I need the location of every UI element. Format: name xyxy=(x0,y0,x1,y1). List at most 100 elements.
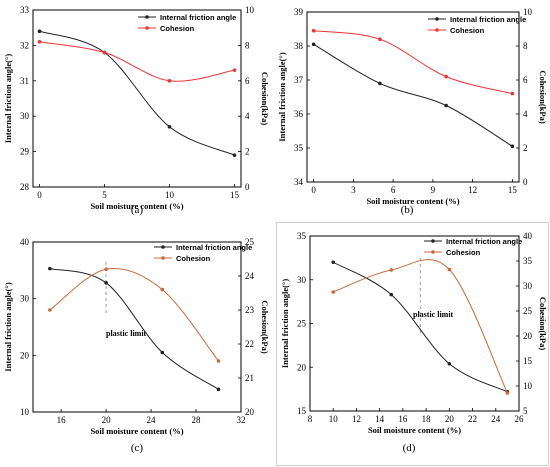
x-axis-label: Soil moisture content (%) xyxy=(90,426,183,436)
friction-data-point xyxy=(216,387,221,392)
x-tick-label: 3 xyxy=(351,185,356,195)
cohesion-data-point xyxy=(311,28,316,33)
cohesion-data-point xyxy=(389,268,394,272)
x-tick-label: 12 xyxy=(352,414,361,424)
cohesion-series-line xyxy=(333,259,508,394)
x-tick-label: 22 xyxy=(468,414,477,424)
y-left-tick-label: 36 xyxy=(294,109,304,119)
legend-cohesion-label: Cohesion xyxy=(450,26,485,35)
x-tick-label: 9 xyxy=(431,185,436,195)
plot-frame xyxy=(306,11,520,183)
cohesion-series-line xyxy=(49,267,219,362)
legend-friction-label: Internal friction angle xyxy=(450,15,526,24)
y-right-tick-label: 10 xyxy=(245,5,255,15)
panel-caption: (b) xyxy=(401,204,414,216)
x-tick-label: 15 xyxy=(508,185,518,195)
y-right-tick-label: 5 xyxy=(523,406,528,416)
y-right-axis-label: Cohesion(kPa) xyxy=(538,70,548,124)
friction-data-point xyxy=(160,350,165,355)
x-tick-label: 10 xyxy=(329,414,339,424)
cohesion-data-point xyxy=(505,391,510,395)
x-tick-label: 12 xyxy=(468,185,477,195)
chart-panel-c: 16 20 24 28 32 10 20 30 40 20 21 22 23 24 25 Soil moist… xyxy=(3,237,270,454)
y-left-axis-label: Internal friction angle(°) xyxy=(3,282,13,371)
y-right-tick-label: 8 xyxy=(245,40,250,50)
x-tick-label: 18 xyxy=(422,414,432,424)
y-left-tick-label: 28 xyxy=(20,182,30,192)
legend-cohesion-marker xyxy=(161,256,165,260)
plot-frame xyxy=(32,9,242,188)
friction-data-point xyxy=(378,81,382,86)
y-right-tick-label: 4 xyxy=(523,109,528,119)
legend: Internal friction angle Cohesion xyxy=(428,15,526,35)
legend-friction-marker xyxy=(435,17,439,21)
friction-data-point xyxy=(510,144,515,149)
chart-panel-d: 8 10 12 14 16 18 20 22 24 26 15 20 25 30 35 5 10 15 20 25 30… xyxy=(280,231,548,454)
friction-data-point xyxy=(389,292,394,297)
cohesion-data-point xyxy=(378,37,382,41)
friction-data-point xyxy=(167,125,172,129)
y-right-tick-label: 6 xyxy=(245,76,250,86)
y-right-tick-label: 30 xyxy=(523,281,533,291)
legend-friction-marker xyxy=(145,15,149,19)
y-right-tick-label: 4 xyxy=(245,111,250,121)
x-tick-label: 28 xyxy=(192,415,202,425)
y-right-tick-label: 23 xyxy=(245,305,255,315)
cohesion-data-point xyxy=(216,359,221,363)
x-axis-label: Soil moisture content (%) xyxy=(90,201,183,211)
y-left-tick-label: 20 xyxy=(20,350,30,360)
x-tick-label: 14 xyxy=(375,414,385,424)
x-tick-label: 8 xyxy=(308,414,313,424)
panel-caption: (d) xyxy=(403,442,416,454)
y-left-tick-label: 20 xyxy=(297,362,307,372)
plot-frame xyxy=(32,241,242,413)
x-tick-label: 20 xyxy=(445,414,455,424)
legend-friction-label: Internal friction angle xyxy=(176,243,252,252)
cohesion-data-point xyxy=(37,40,42,44)
y-right-tick-label: 21 xyxy=(245,373,254,383)
y-left-tick-label: 15 xyxy=(297,406,307,416)
x-tick-label: 24 xyxy=(491,414,501,424)
y-left-tick-label: 37 xyxy=(294,75,304,85)
legend-friction-marker xyxy=(431,239,435,243)
x-tick-label: 24 xyxy=(147,415,157,425)
x-tick-label: 20 xyxy=(102,415,112,425)
x-tick-label: 15 xyxy=(230,190,240,200)
cohesion-data-point xyxy=(48,308,52,312)
y-left-tick-label: 34 xyxy=(294,177,304,187)
y-right-tick-label: 2 xyxy=(523,143,528,153)
y-right-tick-label: 40 xyxy=(523,231,533,241)
legend: Internal friction angle Cohesion xyxy=(138,13,236,33)
y-right-axis-label: Cohesion(kPa) xyxy=(260,72,270,126)
y-left-axis-label: Internal friction angle(°) xyxy=(277,52,287,141)
y-left-axis-label: Internal friction angle(°) xyxy=(3,54,13,143)
legend: Internal friction angle Cohesion xyxy=(424,237,522,257)
friction-data-point xyxy=(37,29,42,34)
legend: Internal friction angle Cohesion xyxy=(154,243,252,263)
legend-cohesion-label: Cohesion xyxy=(446,248,481,257)
legend-friction-marker xyxy=(161,245,165,249)
y-right-tick-label: 6 xyxy=(523,75,528,85)
y-right-axis-label: Cohesion(kPa) xyxy=(260,300,270,354)
y-left-tick-label: 35 xyxy=(297,231,307,241)
y-left-tick-label: 25 xyxy=(297,319,307,329)
x-tick-label: 16 xyxy=(57,415,67,425)
y-left-axis-label: Internal friction angle(°) xyxy=(280,279,290,368)
y-left-tick-label: 10 xyxy=(20,407,30,417)
legend-friction-label: Internal friction angle xyxy=(160,13,236,22)
panel-caption: (a) xyxy=(131,204,144,216)
cohesion-data-point xyxy=(447,267,452,272)
friction-series-line xyxy=(313,43,513,147)
plastic-limit-label: plastic limit xyxy=(106,329,147,338)
y-right-tick-label: 15 xyxy=(523,356,533,366)
y-right-tick-label: 25 xyxy=(245,237,255,247)
y-left-tick-label: 40 xyxy=(20,237,30,247)
y-left-tick-label: 30 xyxy=(297,275,307,285)
x-tick-label: 6 xyxy=(391,185,396,195)
y-right-tick-label: 22 xyxy=(245,339,254,349)
y-left-tick-label: 32 xyxy=(20,40,29,50)
x-tick-label: 32 xyxy=(237,415,246,425)
y-left-tick-label: 30 xyxy=(20,111,30,121)
